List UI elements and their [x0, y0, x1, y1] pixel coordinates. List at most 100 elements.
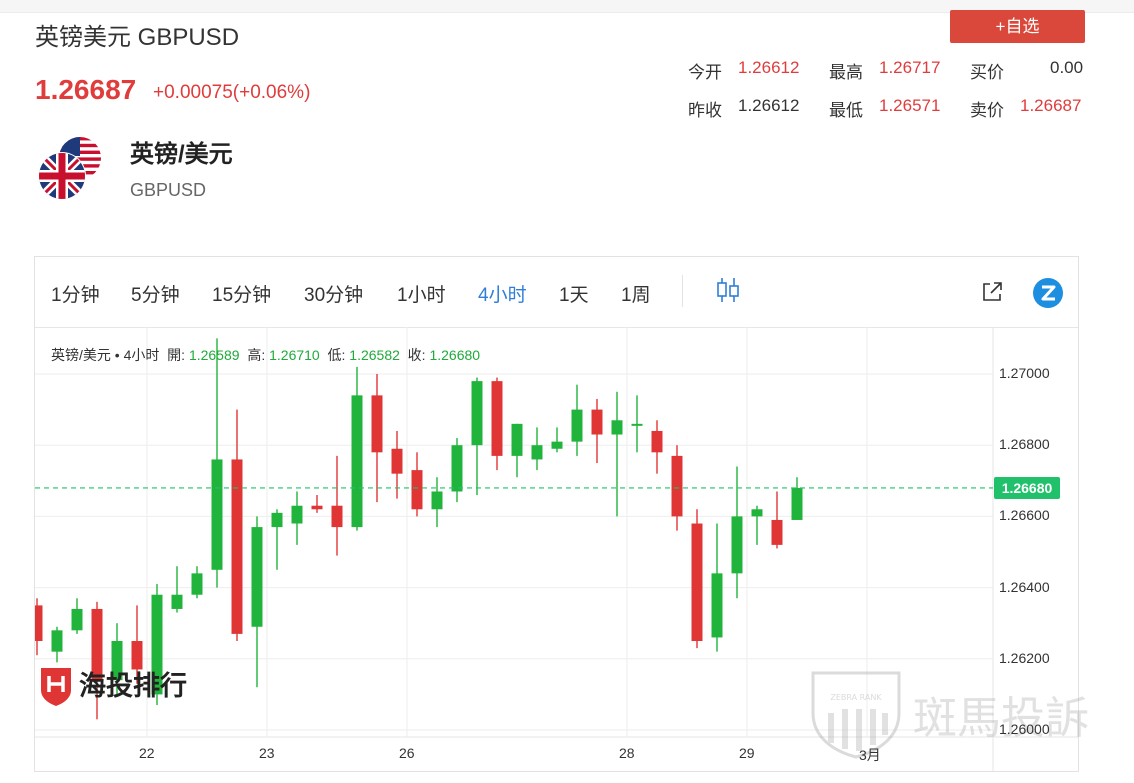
x-tick-label: 22 [139, 745, 155, 761]
watermark-text-left: 海投排行 [79, 670, 187, 702]
candle-body [171, 594, 183, 609]
stat-prev-close-label: 昨收 [688, 101, 722, 120]
y-tick-label: 1.26200 [999, 649, 1050, 666]
candle-style-icon[interactable] [716, 277, 740, 303]
candle-body [271, 512, 283, 528]
candle-body [211, 459, 223, 570]
external-link-icon[interactable] [981, 281, 1003, 303]
candle-body [371, 395, 383, 453]
candle-body [491, 381, 503, 456]
legend-high-label: 高: [247, 347, 266, 363]
candlestick-chart[interactable] [35, 327, 1078, 771]
candle-body [311, 505, 323, 510]
candle-body [291, 505, 303, 524]
toolbar-divider [682, 275, 683, 307]
legend-pair: 英镑/美元 [51, 347, 111, 363]
timeframe-1hour[interactable]: 1小时 [397, 285, 446, 306]
stat-open-value: 1.26612 [738, 58, 800, 77]
stat-high-label: 最高 [829, 63, 863, 82]
x-tick-label: 23 [259, 745, 275, 761]
timeframe-5min[interactable]: 5分钟 [131, 285, 180, 306]
candle-body [451, 445, 463, 492]
candle-body [671, 455, 683, 517]
legend-high-value: 1.26710 [269, 347, 320, 363]
candle-body [151, 594, 163, 695]
stat-high-value: 1.26717 [879, 58, 941, 77]
candle-body [471, 381, 483, 446]
zebra-rank-logo-icon: ZEBRA RANK 斑馬投訴 [811, 671, 1089, 759]
current-price-tag: 1.26680 [994, 476, 1060, 499]
candle-body [771, 519, 783, 545]
stat-bid-label: 买价 [970, 63, 1004, 82]
timeframe-4hour[interactable]: 4小时 [478, 285, 527, 306]
candle-body [131, 641, 143, 670]
candle-body [231, 459, 243, 634]
timeframe-1week[interactable]: 1周 [621, 285, 651, 306]
candle-body [35, 605, 43, 641]
zebra-logo-icon[interactable] [1032, 277, 1064, 309]
y-tick-label: 1.26000 [999, 721, 1050, 737]
y-tick-label: 1.26800 [999, 436, 1050, 453]
gbp-usd-flag-icon [38, 137, 101, 200]
timeframe-1day[interactable]: 1天 [559, 285, 589, 306]
candle-body [711, 573, 723, 638]
y-tick-label: 1.27000 [999, 365, 1050, 381]
candle-body [51, 630, 63, 652]
watermark-badge-text: ZEBRA RANK [830, 693, 882, 702]
stat-ask-value: 1.26687 [1020, 96, 1082, 115]
timeframe-30min[interactable]: 30分钟 [304, 285, 364, 306]
stat-ask-label: 卖价 [970, 101, 1004, 120]
legend-low-label: 低: [327, 347, 346, 363]
x-tick-label: 29 [739, 745, 755, 761]
chart-legend: 英镑/美元 • 4小时 開: 1.26589 高: 1.26710 低: 1.2… [51, 345, 480, 365]
timeframe-15min[interactable]: 15分钟 [212, 285, 272, 306]
candle-body [431, 491, 443, 510]
stat-low-label: 最低 [829, 101, 863, 120]
candle-body [731, 516, 743, 574]
legend-close-value: 1.26680 [429, 347, 481, 363]
pair-name: 英镑/美元 [130, 141, 233, 168]
candle-body [411, 470, 423, 510]
price-change: +0.00075(+0.06%) [153, 82, 311, 103]
x-tick-label: 3月 [859, 747, 881, 763]
candle-body [71, 608, 83, 631]
haitou-watermark: 海投排行 [37, 662, 197, 713]
stat-low-value: 1.26571 [879, 96, 941, 115]
pair-code: GBPUSD [130, 180, 207, 200]
top-bar [0, 0, 1134, 13]
stat-prev-close-value: 1.26612 [738, 96, 800, 115]
candle-body [391, 448, 403, 474]
stat-bid-value: 0.00 [1050, 58, 1084, 77]
y-tick-label: 1.26400 [999, 578, 1050, 595]
add-watchlist-button[interactable]: +自选 [950, 10, 1085, 43]
chart-toolbar: 1分钟 5分钟 15分钟 30分钟 1小时 4小时 1天 1周 [35, 257, 1078, 328]
candle-body [351, 395, 363, 528]
candle-body [751, 509, 763, 517]
candle-body [651, 430, 663, 453]
y-tick-label: 1.26600 [999, 507, 1050, 524]
legend-low-value: 1.26582 [349, 347, 400, 363]
legend-close-label: 收: [407, 347, 426, 363]
candle-body [551, 441, 563, 449]
candle-body [591, 409, 603, 435]
zebra-watermark: ZEBRA RANK 斑馬投訴 [809, 669, 1134, 764]
candle-body [511, 423, 523, 456]
candle-body [631, 423, 643, 426]
timeframe-1min[interactable]: 1分钟 [51, 285, 100, 306]
haitou-logo-icon: 海投排行 [41, 668, 187, 706]
candle-body [531, 445, 543, 460]
candle-body [791, 487, 803, 520]
legend-dot: • [114, 347, 120, 363]
chart-panel: 1分钟 5分钟 15分钟 30分钟 1小时 4小时 1天 1周 英镑/美元 • … [34, 256, 1089, 772]
candle-body [111, 641, 123, 681]
candle-body [691, 523, 703, 641]
legend-open-label: 開: [167, 347, 186, 363]
stat-open-label: 今开 [688, 63, 722, 82]
candle-body [571, 409, 583, 442]
x-tick-label: 28 [619, 745, 635, 761]
candle-body [331, 505, 343, 528]
candle-body [91, 608, 103, 681]
candle-body [191, 573, 203, 595]
watermark-text-right: 斑馬投訴 [913, 693, 1089, 744]
x-tick-label: 26 [399, 745, 415, 761]
